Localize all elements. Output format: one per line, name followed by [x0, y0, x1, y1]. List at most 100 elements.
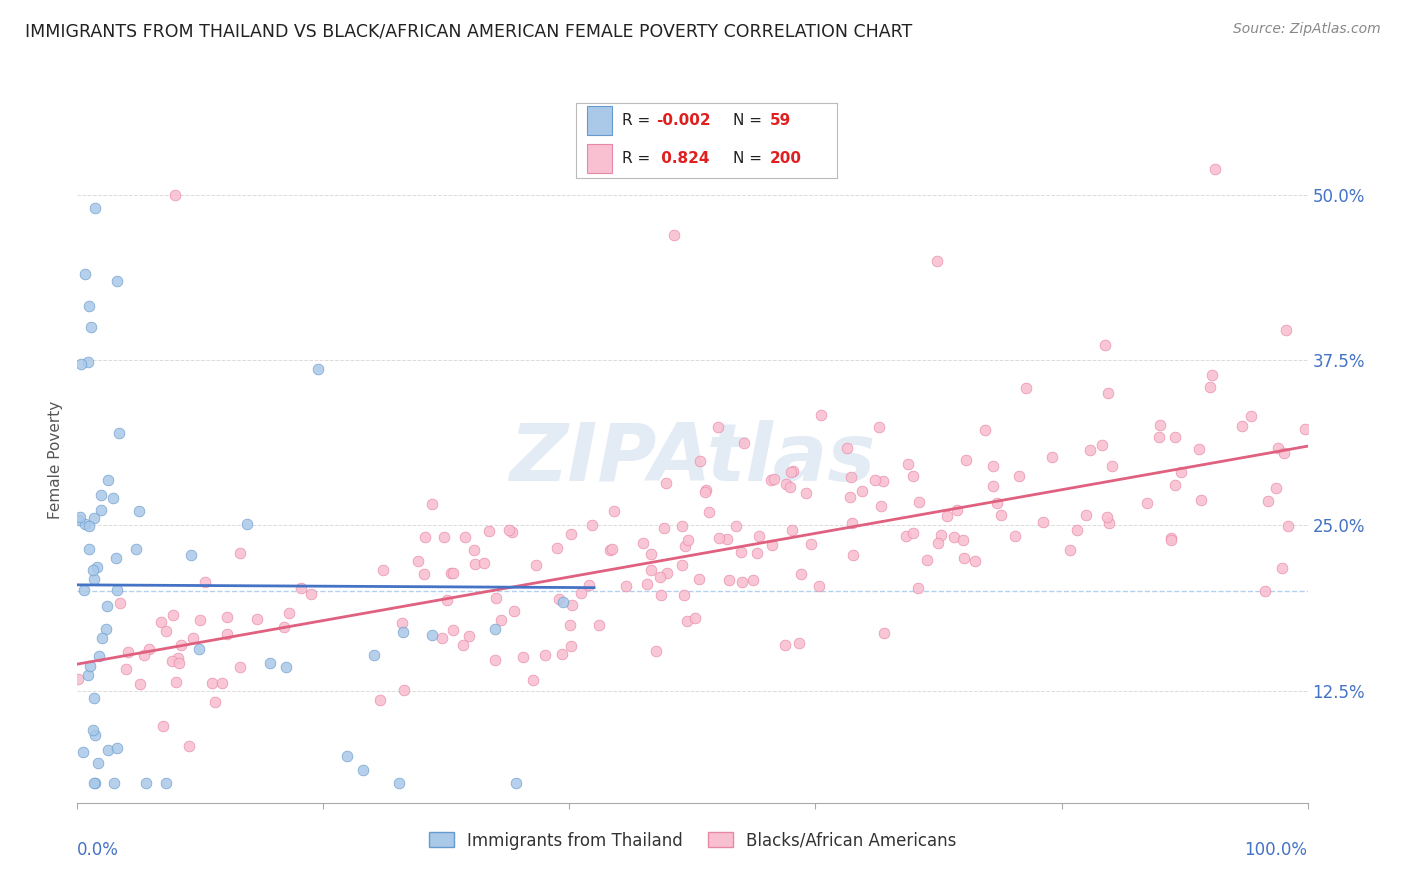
Point — [842, 548, 865, 562]
Point — [1097, 386, 1119, 401]
Point — [800, 537, 823, 551]
Point — [782, 464, 804, 478]
Point — [614, 579, 637, 593]
Point — [648, 570, 671, 584]
Point — [432, 531, 454, 545]
Point — [741, 573, 763, 587]
Text: N =: N = — [733, 113, 766, 128]
Point — [201, 676, 224, 690]
Point — [150, 615, 173, 629]
Point — [780, 465, 803, 479]
Point — [835, 442, 858, 456]
Point — [963, 554, 986, 568]
Point — [503, 604, 526, 618]
Point — [1275, 323, 1298, 337]
Point — [550, 647, 572, 661]
Point — [808, 579, 831, 593]
Point — [676, 533, 699, 547]
Point — [773, 638, 796, 652]
Point — [733, 436, 755, 450]
Point — [1147, 430, 1170, 444]
Point — [177, 739, 200, 753]
Point — [138, 642, 160, 657]
Point — [524, 558, 547, 573]
Point — [716, 533, 738, 547]
Point — [1277, 519, 1299, 533]
Point — [1271, 561, 1294, 575]
Point — [512, 650, 534, 665]
Point — [851, 484, 873, 499]
Point — [925, 254, 948, 268]
Point — [155, 624, 177, 638]
Point — [636, 577, 658, 591]
Point — [676, 614, 699, 628]
Point — [748, 529, 770, 543]
Point — [903, 469, 925, 483]
Point — [162, 607, 184, 622]
Point — [1204, 161, 1226, 176]
Point — [105, 582, 128, 597]
Point — [839, 490, 862, 504]
Point — [561, 599, 583, 613]
Point — [70, 357, 93, 371]
Point — [709, 531, 731, 545]
Point — [935, 509, 957, 524]
Point — [759, 473, 782, 487]
Point — [761, 538, 783, 552]
Point — [83, 573, 105, 587]
Point — [101, 491, 124, 505]
Point — [1272, 446, 1295, 460]
Point — [454, 530, 477, 544]
Point — [290, 581, 312, 595]
Point — [72, 583, 94, 598]
Point — [420, 497, 443, 511]
Point — [779, 480, 801, 494]
Point — [546, 541, 568, 555]
Point — [79, 518, 101, 533]
Point — [363, 648, 385, 662]
Text: 59: 59 — [770, 113, 792, 128]
Point — [167, 656, 190, 670]
Point — [1008, 469, 1031, 483]
Point — [1032, 515, 1054, 529]
Point — [1101, 458, 1123, 473]
Point — [810, 408, 832, 422]
Point — [87, 649, 110, 664]
Point — [188, 613, 211, 627]
Point — [1170, 466, 1192, 480]
Point — [981, 458, 1004, 473]
Point — [655, 566, 678, 581]
Text: IMMIGRANTS FROM THAILAND VS BLACK/AFRICAN AMERICAN FEMALE POVERTY CORRELATION CH: IMMIGRANTS FROM THAILAND VS BLACK/AFRICA… — [25, 22, 912, 40]
Point — [870, 499, 893, 513]
Point — [790, 566, 813, 581]
Point — [83, 691, 105, 706]
Point — [387, 776, 409, 790]
Point — [97, 743, 120, 757]
Point — [1240, 409, 1263, 423]
Point — [170, 638, 193, 652]
Point — [946, 502, 969, 516]
Point — [124, 542, 146, 557]
Point — [90, 503, 112, 517]
Point — [652, 521, 675, 535]
Point — [1267, 442, 1289, 456]
Point — [441, 624, 464, 638]
Point — [278, 606, 301, 620]
Point — [107, 274, 129, 288]
Point — [84, 728, 107, 742]
Point — [1004, 529, 1026, 543]
Point — [903, 525, 925, 540]
Point — [873, 626, 896, 640]
Point — [235, 516, 257, 531]
Point — [108, 596, 131, 610]
Point — [548, 592, 571, 607]
Point — [553, 595, 575, 609]
Point — [794, 486, 817, 500]
Point — [187, 641, 209, 656]
Point — [117, 645, 139, 659]
Point — [644, 644, 666, 658]
Point — [894, 529, 917, 543]
Point — [484, 591, 506, 605]
Point — [441, 566, 464, 580]
Point — [915, 553, 938, 567]
